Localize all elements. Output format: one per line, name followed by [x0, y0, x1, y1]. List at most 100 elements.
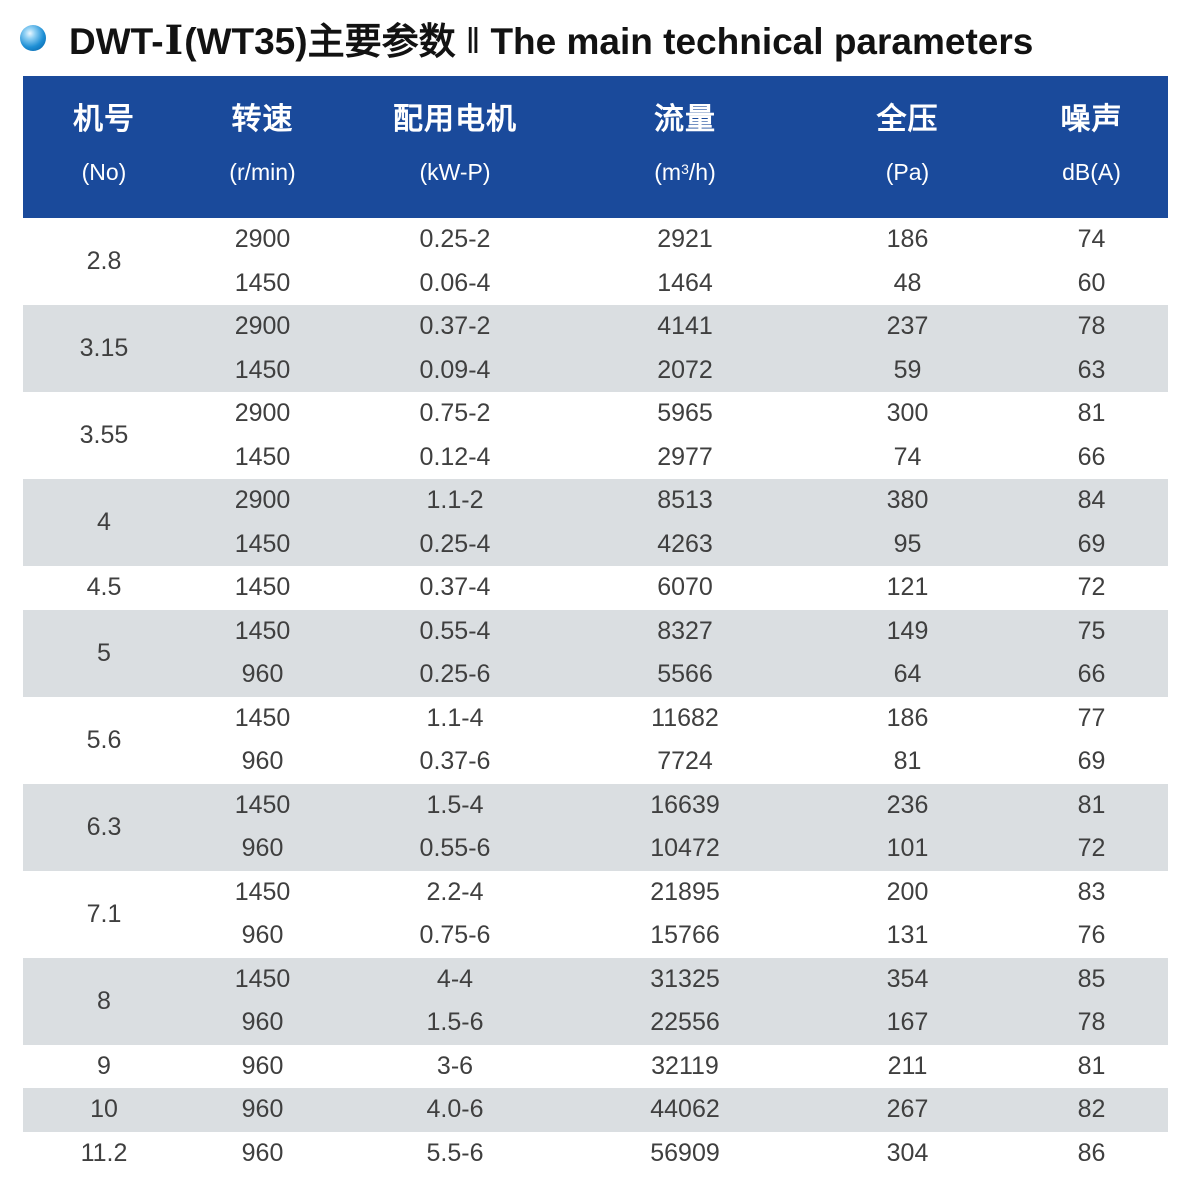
cell-flow: 44062 — [570, 1088, 800, 1132]
cell-noise: 66 — [1077, 442, 1106, 471]
column-header-unit: dB(A) — [1015, 158, 1168, 186]
table-row: 1450 0.12-4 2977 74 66 — [23, 436, 1168, 480]
table-row: 960 0.55-6 10472 101 72 — [23, 827, 1168, 871]
cell-flow: 2072 — [570, 348, 800, 392]
cell-motor: 0.25-2 — [419, 225, 491, 253]
cell-motor: 0.25-6 — [340, 653, 570, 697]
cell-pressure: 304 — [886, 1138, 929, 1167]
cell-noise: 78 — [1015, 1001, 1168, 1045]
cell-flow: 21895 — [650, 877, 720, 906]
column-header-flow: 流量 (m3/h) — [570, 76, 800, 218]
table-row: 5 1450 0.55-4 8327 149 75 — [23, 609, 1168, 697]
cell-speed: 1450 — [234, 703, 291, 732]
cell-speed: 1450 — [234, 442, 291, 471]
cell-motor: 0.25-4 — [340, 522, 570, 566]
cell-noise: 83 — [1077, 877, 1106, 906]
cell-flow: 15766 — [650, 921, 720, 949]
cell-noise: 81 — [1077, 1051, 1106, 1080]
table-row: 10 960 4.0-6 44062 267 82 — [23, 1088, 1168, 1132]
cell-speed: 2900 — [234, 225, 291, 253]
cell-flow: 22556 — [570, 1001, 800, 1045]
cell-noise: 77 — [1077, 703, 1106, 732]
cell-motor: 2.2-4 — [426, 877, 484, 906]
cell-speed: 960 — [185, 653, 340, 697]
cell-noise: 63 — [1015, 348, 1168, 392]
unit-text: (No) — [81, 159, 127, 185]
cell-speed: 2900 — [185, 305, 340, 349]
cell-pressure: 300 — [886, 399, 929, 427]
title-roman-numeral: I — [164, 17, 184, 64]
cell-noise: 82 — [1015, 1088, 1168, 1132]
table-row: 960 0.37-6 7724 81 69 — [23, 740, 1168, 784]
cell-speed: 1450 — [234, 268, 291, 297]
column-header-noise: 噪声 dB(A) — [1015, 76, 1168, 218]
table-row: 2.8 2900 0.25-2 2921 186 74 — [23, 218, 1168, 275]
cell-pressure: 186 — [886, 225, 929, 253]
cell-motor: 4.0-6 — [340, 1088, 570, 1132]
cell-pressure: 131 — [886, 921, 929, 949]
parameters-table: 机号 (No) 转速 (r/min) 配用电机 (kW-P) 流量 (m3/h) 全压 (Pa) 噪… — [23, 76, 1168, 1175]
column-header-zh: 全压 — [876, 103, 939, 136]
column-header-zh: 噪声 — [1060, 103, 1123, 136]
cell-noise: 85 — [1015, 957, 1168, 1001]
title-prefix: DWT- — [69, 21, 164, 62]
column-header-zh: 机号 — [73, 103, 135, 136]
table-row: 11.2 960 5.5-6 56909 304 86 — [23, 1132, 1168, 1176]
cell-motor: 1.5-6 — [340, 1001, 570, 1045]
column-header-unit: (No) — [23, 158, 185, 186]
cell-noise: 69 — [1077, 747, 1106, 775]
cell-no: 9 — [97, 1051, 111, 1080]
cell-no: 8 — [23, 957, 185, 1045]
cell-speed: 1450 — [234, 573, 291, 601]
cell-speed: 960 — [241, 747, 284, 775]
cell-motor: 0.37-6 — [419, 747, 491, 775]
cell-flow: 11682 — [651, 703, 719, 732]
cell-speed: 1450 — [234, 877, 291, 906]
table-row: 1450 0.09-4 2072 59 63 — [23, 348, 1168, 392]
unit-superscript: 3 — [681, 161, 689, 177]
column-header-unit: (r/min) — [185, 158, 340, 186]
cell-pressure: 186 — [886, 703, 929, 732]
cell-motor: 0.12-4 — [419, 442, 491, 471]
cell-speed: 1450 — [185, 348, 340, 392]
column-header-unit: (Pa) — [800, 158, 1015, 186]
cell-noise: 75 — [1015, 609, 1168, 653]
cell-motor: 1.5-4 — [340, 783, 570, 827]
cell-flow: 5566 — [570, 653, 800, 697]
cell-speed: 1450 — [185, 783, 340, 827]
cell-flow: 16639 — [570, 783, 800, 827]
cell-no: 4.5 — [86, 573, 122, 602]
cell-pressure: 380 — [800, 479, 1015, 523]
cell-speed: 1450 — [185, 522, 340, 566]
cell-noise: 76 — [1077, 921, 1106, 949]
cell-no: 7.1 — [86, 899, 122, 928]
column-header-pressure: 全压 (Pa) — [800, 76, 1015, 218]
cell-noise: 66 — [1015, 653, 1168, 697]
cell-noise: 60 — [1077, 268, 1106, 297]
cell-flow: 5965 — [657, 399, 713, 427]
cell-flow: 8327 — [570, 609, 800, 653]
cell-pressure: 267 — [800, 1088, 1015, 1132]
cell-pressure: 167 — [800, 1001, 1015, 1045]
cell-flow: 31325 — [570, 957, 800, 1001]
cell-no: 3.55 — [79, 421, 129, 449]
cell-pressure: 200 — [886, 877, 929, 906]
cell-speed: 960 — [241, 1051, 284, 1080]
column-header-no: 机号 (No) — [23, 76, 185, 218]
unit-text: dB(A) — [1062, 159, 1121, 185]
unit-text: (m — [654, 159, 682, 185]
cell-motor: 0.37-2 — [340, 305, 570, 349]
cell-flow: 32119 — [651, 1051, 719, 1080]
table-row: 960 0.25-6 5566 64 66 — [23, 653, 1168, 697]
cell-flow: 10472 — [570, 827, 800, 871]
cell-motor: 0.75-6 — [419, 921, 491, 949]
page-title: DWT-I(WT35)主要参数 ‖ The main technical param… — [69, 11, 1033, 65]
cell-pressure: 354 — [800, 957, 1015, 1001]
cell-motor: 3-6 — [436, 1051, 474, 1080]
bullet-icon — [20, 25, 46, 51]
table-row: 9 960 3-6 32119 211 81 — [23, 1045, 1168, 1089]
cell-noise: 72 — [1015, 827, 1168, 871]
cell-pressure: 236 — [800, 783, 1015, 827]
cell-motor: 1.1-4 — [426, 703, 484, 732]
cell-flow: 4141 — [570, 305, 800, 349]
